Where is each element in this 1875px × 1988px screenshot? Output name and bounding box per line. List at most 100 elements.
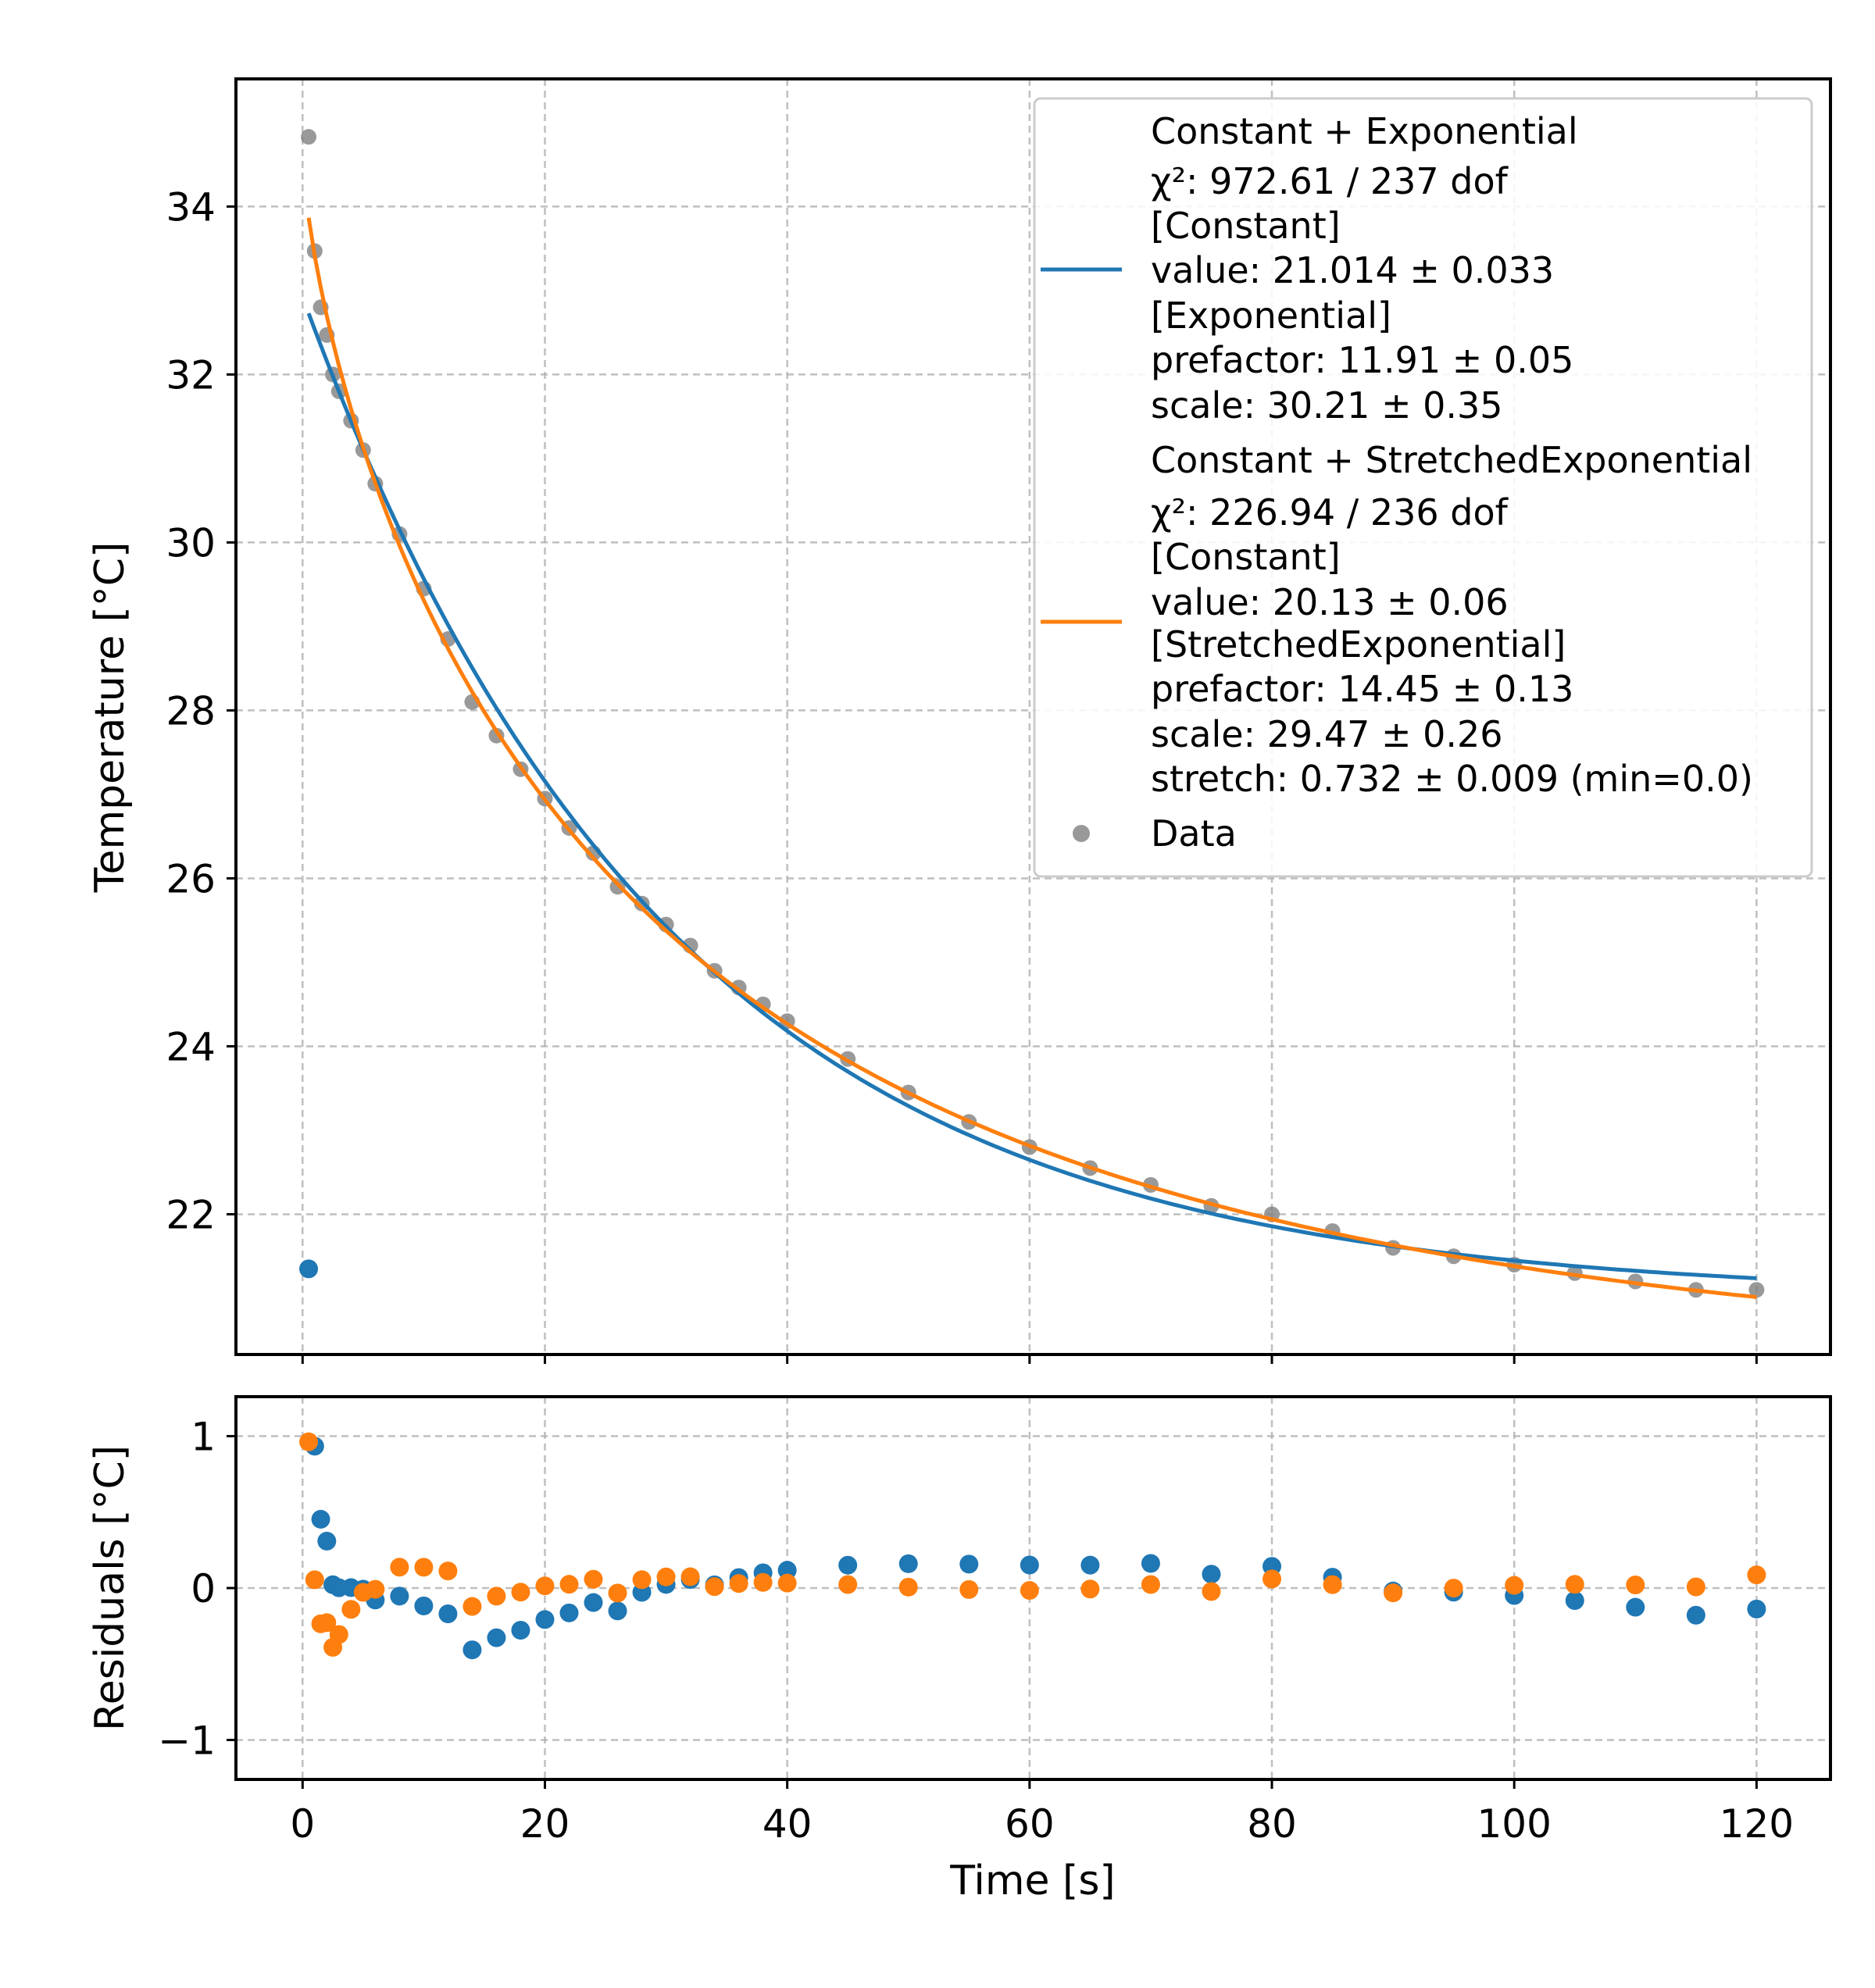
exponential-fit-residual-point [777, 1561, 797, 1580]
exponential-fit-residual-point [559, 1603, 579, 1622]
stretched-exponential-fit-residual-point [1747, 1565, 1766, 1585]
residuals-y-tick-label: 0 [191, 1566, 216, 1611]
legend-stretched-text: [Constant] [1151, 536, 1341, 578]
ticks: 0 20 40 60 80 100 120 22 24 26 28 30 32 34 −1 0 1 [158, 184, 1794, 1847]
exponential-fit-residual-point [311, 1509, 330, 1529]
main-y-tick-label: 24 [166, 1024, 216, 1069]
x-tick-label: 120 [1720, 1801, 1794, 1847]
stretched-exponential-fit-residual-point [753, 1572, 773, 1592]
data-point [1748, 1282, 1765, 1298]
main-y-tick-label: 22 [166, 1192, 216, 1237]
legend-exp-text: χ²: 972.61 / 237 dof [1151, 160, 1509, 202]
stretched-exponential-fit-residual-point [317, 1613, 337, 1633]
legend-stretched-text: prefactor: 14.45 ± 0.13 [1151, 668, 1573, 710]
exponential-fit-residual-point [487, 1628, 506, 1647]
stretched-exponential-fit-residual-point [341, 1600, 361, 1619]
stretched-exponential-fit-residual-point [729, 1574, 748, 1594]
exponential-fit-residual-point [462, 1640, 482, 1660]
stretched-exponential-fit-residual-point [511, 1583, 530, 1602]
legend-exp-text: Constant + Exponential [1151, 110, 1578, 152]
data-point [301, 129, 317, 145]
legend-exp-text: scale: 30.21 ± 0.35 [1151, 384, 1503, 427]
stretched-exponential-fit-residual-point [680, 1567, 700, 1586]
stretched-exponential-fit-residual-point [390, 1558, 409, 1577]
stretched-exponential-fit-residual-point [632, 1570, 652, 1590]
main-plot-area [301, 129, 1765, 1300]
exponential-fit-residual-point [299, 1259, 319, 1279]
legend-exp-text: [Exponential] [1151, 294, 1391, 337]
stretched-exponential-fit-residual-point [299, 1432, 319, 1451]
exponential-fit-residual-point [959, 1554, 979, 1574]
x-tick-label: 0 [290, 1801, 315, 1847]
exponential-fit-residual-point [438, 1604, 458, 1624]
x-axis-label: Time [s] [949, 1858, 1115, 1904]
stretched-exponential-fit-residual-point [584, 1569, 603, 1589]
stretched-exponential-fit-residual-point [1020, 1581, 1039, 1601]
legend: Constant + Exponential χ²: 972.61 / 237 d… [1033, 97, 1813, 878]
exponential-fit-line [306, 312, 1757, 1280]
stretched-exponential-fit-residual-point [305, 1570, 324, 1590]
legend-data-label: Data [1151, 812, 1237, 855]
stretched-exponential-fit-residual-point [1505, 1576, 1524, 1595]
stretched-exponential-fit-residual-point [705, 1577, 724, 1597]
stretched-exponential-fit-residual-point [1444, 1579, 1463, 1598]
stretched-exponential-fit-residual-point [898, 1577, 918, 1597]
exponential-fit-residual-point [1020, 1555, 1039, 1575]
residuals-y-tick-label: 1 [191, 1415, 216, 1460]
legend-box [1033, 97, 1813, 878]
exponential-fit-residual-point [1080, 1555, 1100, 1575]
exponential-fit-residual-point [584, 1593, 603, 1612]
main-y-tick-label: 34 [166, 184, 216, 230]
main-y-tick-label: 30 [166, 520, 216, 566]
main-y-tick-label: 28 [166, 688, 216, 733]
y-axis-label-residuals: Residuals [°C] [87, 1445, 134, 1731]
x-tick-label: 80 [1247, 1801, 1297, 1847]
stretched-exponential-fit-residual-point [1626, 1575, 1645, 1594]
exponential-fit-residual-point [1565, 1591, 1584, 1611]
stretched-exponential-fit-residual-point [1323, 1575, 1342, 1594]
stretched-exponential-fit-residual-point [438, 1561, 458, 1581]
main-y-tick-label: 26 [166, 856, 216, 901]
stretched-exponential-fit-residual-point [366, 1579, 385, 1599]
exponential-fit-residual-point [1202, 1565, 1221, 1584]
stretched-exponential-fit-residual-point [1686, 1577, 1705, 1597]
legend-stretched-text: stretch: 0.732 ± 0.009 (min=0.0) [1151, 758, 1753, 800]
stretched-exponential-fit-residual-point [1565, 1575, 1584, 1594]
main-axes-frame [234, 77, 1832, 1356]
exponential-fit-residual-point [1141, 1554, 1160, 1573]
stretched-exponential-fit-residual-point [1262, 1569, 1282, 1589]
stretched-exponential-fit-residual-point [608, 1583, 627, 1603]
stretched-exponential-fit-residual-point [487, 1586, 506, 1606]
exponential-fit-residual-point [390, 1586, 409, 1606]
legend-stretched-text: Constant + StretchedExponential [1151, 439, 1752, 481]
exponential-fit-residual-point [1626, 1597, 1645, 1617]
stretched-exponential-fit-residual-point [656, 1567, 676, 1586]
exponential-fit-residual-point [898, 1554, 918, 1573]
legend-stretched-text: value: 20.13 ± 0.06 [1151, 581, 1509, 623]
legend-stretched-text: scale: 29.47 ± 0.26 [1151, 713, 1503, 755]
legend-stretched-text: [StretchedExponential] [1151, 623, 1566, 666]
exponential-fit-residual-point [511, 1620, 530, 1640]
stretched-exponential-fit-residual-point [462, 1597, 482, 1616]
legend-exp-text: value: 21.014 ± 0.033 [1151, 249, 1554, 291]
exponential-fit-residual-point [414, 1596, 434, 1615]
stretched-exponential-fit-residual-point [329, 1625, 348, 1644]
stretched-exponential-fit-line [306, 217, 1757, 1300]
stretched-exponential-fit-residual-point [1202, 1582, 1221, 1601]
exponential-fit-residual-point [838, 1555, 858, 1575]
stretched-exponential-fit-residual-point [559, 1575, 579, 1594]
exponential-fit-residual-point [535, 1610, 555, 1629]
stretched-exponential-fit-residual-point [838, 1575, 858, 1594]
stretched-exponential-fit-residual-point [1384, 1583, 1403, 1603]
x-tick-label: 20 [520, 1801, 570, 1847]
x-tick-label: 60 [1005, 1801, 1055, 1847]
residuals-y-tick-label: −1 [158, 1718, 216, 1763]
stretched-exponential-fit-residual-point [535, 1576, 555, 1596]
exponential-fit-residual-point [317, 1531, 337, 1551]
legend-stretched-text: χ²: 226.94 / 236 dof [1151, 491, 1509, 534]
legend-exp-text: prefactor: 11.91 ± 0.05 [1151, 339, 1573, 381]
stretched-exponential-fit-residual-point [777, 1573, 797, 1593]
stretched-exponential-fit-residual-point [1080, 1579, 1100, 1599]
stretched-exponential-fit-residual-point [959, 1579, 979, 1599]
